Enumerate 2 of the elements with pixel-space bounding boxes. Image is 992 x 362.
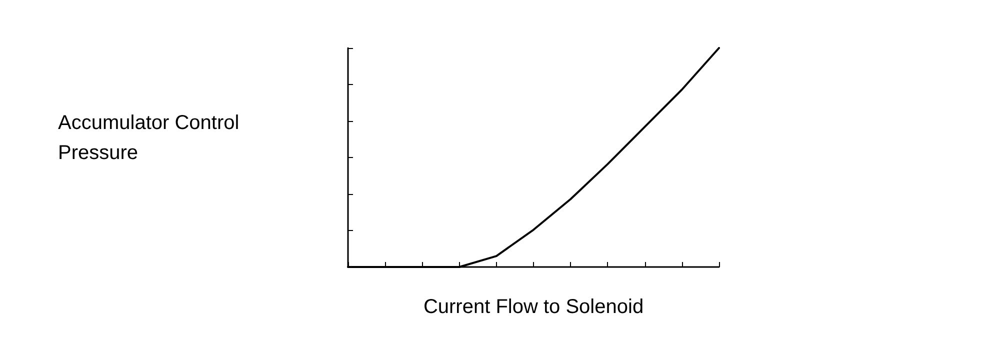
x-axis-title: Current Flow to Solenoid [423, 296, 644, 318]
text: Accumulator Control Pressure [58, 112, 245, 164]
